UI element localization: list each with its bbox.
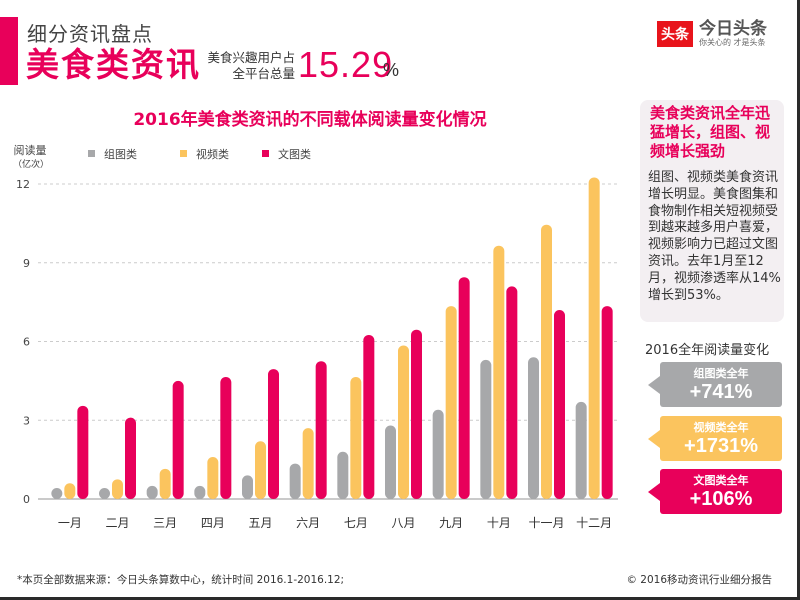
bar [220, 376, 232, 499]
bar [385, 425, 396, 499]
bar [554, 310, 565, 499]
callout-label: 组图类全年 [693, 367, 749, 380]
bar [146, 485, 158, 499]
stat-label: 美食兴趣用户占 全平台总量 [200, 50, 295, 82]
x-tick-label: 三月 [153, 516, 177, 530]
bar [302, 428, 314, 499]
callout-value: +741% [689, 381, 753, 403]
legend-label: 组图类 [104, 147, 137, 161]
bar [411, 329, 422, 499]
x-tick-label: 九月 [439, 516, 463, 530]
y-axis-ticks: 0 3 6 9 12 [16, 178, 30, 506]
x-tick-label: 七月 [344, 516, 368, 530]
x-tick-label: 五月 [248, 516, 272, 530]
chart-legend: 组图类 视频类 文图类 [88, 147, 311, 161]
bar [337, 451, 349, 499]
stat-unit: % [383, 60, 400, 80]
bar [99, 488, 110, 499]
callout-video: 视频类全年 +1731% [648, 416, 782, 461]
data-source-note: *本页全部数据来源：今日头条算数中心，统计时间 2016.1-2016.12; [17, 574, 345, 586]
bar [363, 334, 375, 499]
callout-value: +1731% [684, 435, 758, 457]
bar [289, 463, 301, 499]
callout-label: 文图类全年 [693, 474, 749, 487]
callout-article: 文图类全年 +106% [648, 469, 782, 514]
bars [51, 177, 613, 499]
insight-body: 组图、视频类美食资讯增长明显。美食图集和食物制作相关短视频受到越来越多用户喜爱，… [648, 170, 781, 303]
bar [493, 245, 505, 499]
y-axis-unit: （亿次） [13, 158, 49, 170]
bar [575, 401, 587, 499]
y-tick-label: 9 [23, 257, 30, 270]
stat-value: 15.29 [298, 44, 394, 85]
insight-card [640, 100, 784, 322]
legend-label: 文图类 [278, 147, 311, 161]
header-accent-bar [0, 17, 18, 85]
x-tick-label: 十二月 [576, 516, 612, 530]
legend-swatch [88, 150, 95, 157]
yoy-title: 2016全年阅读量变化 [645, 343, 770, 358]
bar [528, 357, 539, 499]
callout-gallery: 组图类全年 +741% [648, 362, 782, 407]
frame-border-right [797, 0, 800, 600]
bar [398, 345, 409, 499]
legend-swatch [180, 150, 187, 157]
logo-name: 今日头条 [699, 19, 767, 39]
x-tick-label: 二月 [105, 516, 129, 530]
bar [112, 479, 123, 499]
callout-label: 视频类全年 [693, 421, 749, 434]
bar [194, 485, 206, 499]
y-tick-label: 3 [23, 414, 30, 427]
x-tick-label: 四月 [201, 516, 225, 530]
x-tick-label: 一月 [58, 516, 82, 530]
bar [207, 457, 219, 499]
bar [445, 306, 457, 499]
bar [159, 468, 171, 499]
y-axis-label: 阅读量 [14, 143, 47, 157]
x-tick-label: 十一月 [528, 516, 564, 530]
insight-title: 美食类资讯全年迅猛增长，组图、视频增长强劲 [650, 104, 771, 160]
bar [172, 380, 184, 499]
copyright-note: © 2016移动资讯行业细分报告 [626, 574, 772, 586]
x-axis-ticks: 一月 二月 三月 四月 五月 六月 七月 八月 九月 十月 十一月 十二月 [58, 516, 612, 530]
bar [480, 359, 492, 499]
bar [125, 417, 136, 499]
legend-label: 视频类 [196, 147, 229, 161]
bar [268, 369, 279, 499]
bar [315, 361, 327, 499]
bar [255, 441, 266, 499]
bar [601, 306, 613, 499]
bar-chart: 阅读量 （亿次） 0 3 6 9 12 组图类 视频类 文图类 一月 二月 三月 四月 五月 六月 七月… [13, 143, 618, 530]
bar [242, 475, 253, 499]
y-tick-label: 6 [23, 336, 30, 349]
frame-border-bottom [0, 597, 800, 600]
y-tick-label: 12 [16, 178, 30, 191]
chart-title: 2016年美食类资讯的不同载体阅读量变化情况 [133, 110, 487, 130]
bar [51, 488, 63, 499]
x-tick-label: 八月 [391, 516, 415, 530]
bar [541, 224, 552, 499]
legend-swatch [262, 150, 269, 157]
logo-badge: 头条 [657, 21, 693, 47]
y-tick-label: 0 [23, 493, 30, 506]
bar [458, 277, 470, 499]
x-tick-label: 十月 [487, 516, 511, 530]
toutiao-logo: 头条 今日头条 你关心的 才是头条 [657, 20, 767, 48]
bar [506, 286, 518, 499]
bar [77, 405, 89, 499]
bar [432, 409, 444, 499]
stat-label-line1: 美食兴趣用户占 [207, 50, 295, 65]
bar [588, 177, 600, 499]
page-title: 美食类资讯 [26, 45, 201, 84]
logo-slogan: 你关心的 才是头条 [699, 38, 766, 47]
stat-label-line2: 全平台总量 [232, 66, 295, 81]
page-subtitle: 细分资讯盘点 [27, 22, 153, 46]
callout-value: +106% [689, 488, 753, 510]
bar [64, 483, 76, 499]
bar [350, 376, 362, 499]
x-tick-label: 六月 [296, 516, 320, 530]
